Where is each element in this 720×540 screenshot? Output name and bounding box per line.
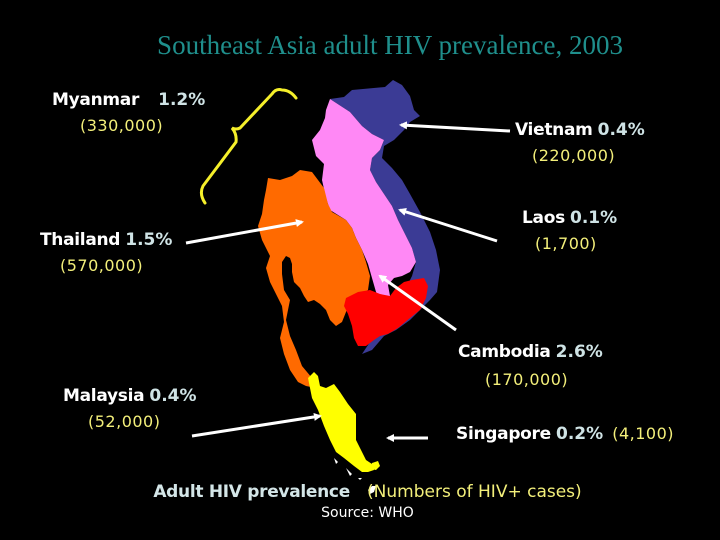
laos-arrow (398, 208, 498, 243)
prevalence-value: 1.5% (125, 230, 173, 250)
malaysia-arrow (191, 412, 322, 438)
singapore-region (371, 461, 380, 470)
country-name: Myanmar (52, 90, 140, 110)
page-title: Southeast Asia adult HIV prevalence, 200… (157, 30, 623, 60)
country-name: Vietnam (515, 120, 593, 140)
vietnam-arrow (399, 121, 511, 133)
malaysia-cases: (52,000) (88, 412, 161, 431)
country-name: Thailand (40, 230, 121, 250)
thailand-arrow (185, 219, 304, 245)
malaysia-region (308, 372, 374, 472)
prevalence-value: 0.4% (149, 386, 197, 406)
country-name: Singapore (456, 424, 551, 444)
laos-cases: (1,700) (535, 234, 597, 253)
island-shapes (334, 458, 376, 494)
myanmar-cases: (330,000) (80, 116, 164, 135)
cambodia-arrow (378, 274, 457, 332)
source-note: Source: WHO (321, 505, 414, 521)
prevalence-value: 0.4% (597, 120, 645, 140)
cambodia-cases: (170,000) (485, 370, 569, 389)
map-legend: Adult HIV prevalence (Numbers of HIV+ ca… (0, 482, 720, 502)
myanmar-border-line (199, 88, 298, 205)
malaysia-label: Malaysia 0.4% (63, 386, 197, 406)
prevalence-value: 0.2% (555, 424, 604, 444)
legend-prevalence-label: Adult HIV prevalence (153, 482, 350, 502)
country-name: Laos (522, 208, 565, 228)
prevalence-value: 0.1% (570, 208, 618, 228)
singapore-label: Singapore 0.2% (4,100) (456, 424, 674, 444)
legend-cases-label: (Numbers of HIV+ cases) (367, 482, 582, 502)
prevalence-value: 2.6% (555, 342, 603, 362)
thailand-label: Thailand 1.5% (40, 230, 172, 250)
thailand-cases: (570,000) (60, 256, 144, 275)
vietnam-label: Vietnam 0.4% (515, 120, 645, 140)
country-name: Cambodia (458, 342, 551, 362)
myanmar-label: Myanmar 1.2% (52, 90, 205, 110)
cambodia-label: Cambodia 2.6% (458, 342, 603, 362)
vietnam-cases: (220,000) (532, 146, 616, 165)
laos-label: Laos 0.1% (522, 208, 617, 228)
laos-region (312, 99, 416, 298)
country-name: Malaysia (63, 386, 145, 406)
prevalence-value: 1.2% (158, 90, 206, 110)
singapore-cases: (4,100) (612, 424, 675, 443)
